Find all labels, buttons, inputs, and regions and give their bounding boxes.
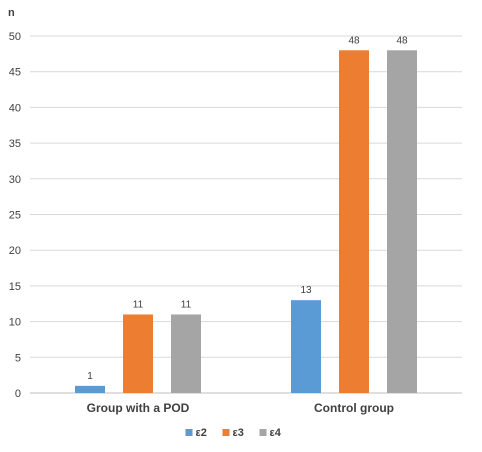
category-label: Group with a POD <box>87 401 190 415</box>
y-tick-label: 40 <box>9 102 21 114</box>
data-label: 48 <box>348 35 360 46</box>
y-tick-label: 5 <box>15 352 21 364</box>
legend-swatch <box>259 429 267 436</box>
data-label: 13 <box>300 285 312 296</box>
data-label: 11 <box>133 299 144 310</box>
y-tick-label: 20 <box>9 245 21 257</box>
y-tick-label: 15 <box>9 281 21 293</box>
legend: ε2 ε3 ε4 <box>185 427 282 439</box>
legend-label: ε2 <box>196 427 207 439</box>
legend-swatch <box>185 429 193 436</box>
y-axis-label: n <box>8 7 15 19</box>
y-tick-label: 25 <box>9 210 21 222</box>
data-label: 11 <box>181 299 192 310</box>
data-label: 1 <box>87 371 93 382</box>
bar <box>291 300 321 393</box>
data-label: 48 <box>396 35 408 46</box>
y-tick-label: 0 <box>15 388 21 400</box>
y-tick-label: 30 <box>9 174 21 186</box>
category-label: Control group <box>314 401 394 415</box>
y-tick-label: 10 <box>9 317 21 329</box>
y-tick-labels: 0 5 10 15 20 25 30 35 40 45 50 <box>9 31 21 400</box>
legend-label: ε4 <box>270 427 282 439</box>
category-labels: Group with a POD Control group <box>87 401 394 415</box>
bars <box>75 50 417 393</box>
bar <box>339 50 369 393</box>
y-tick-label: 50 <box>9 31 21 43</box>
legend-label: ε3 <box>233 427 244 439</box>
bar <box>75 385 105 393</box>
legend-swatch <box>222 429 230 436</box>
bar <box>387 50 417 393</box>
y-tick-label: 45 <box>9 67 21 79</box>
bar <box>123 314 153 393</box>
y-tick-label: 35 <box>9 138 21 150</box>
bar <box>171 314 201 393</box>
